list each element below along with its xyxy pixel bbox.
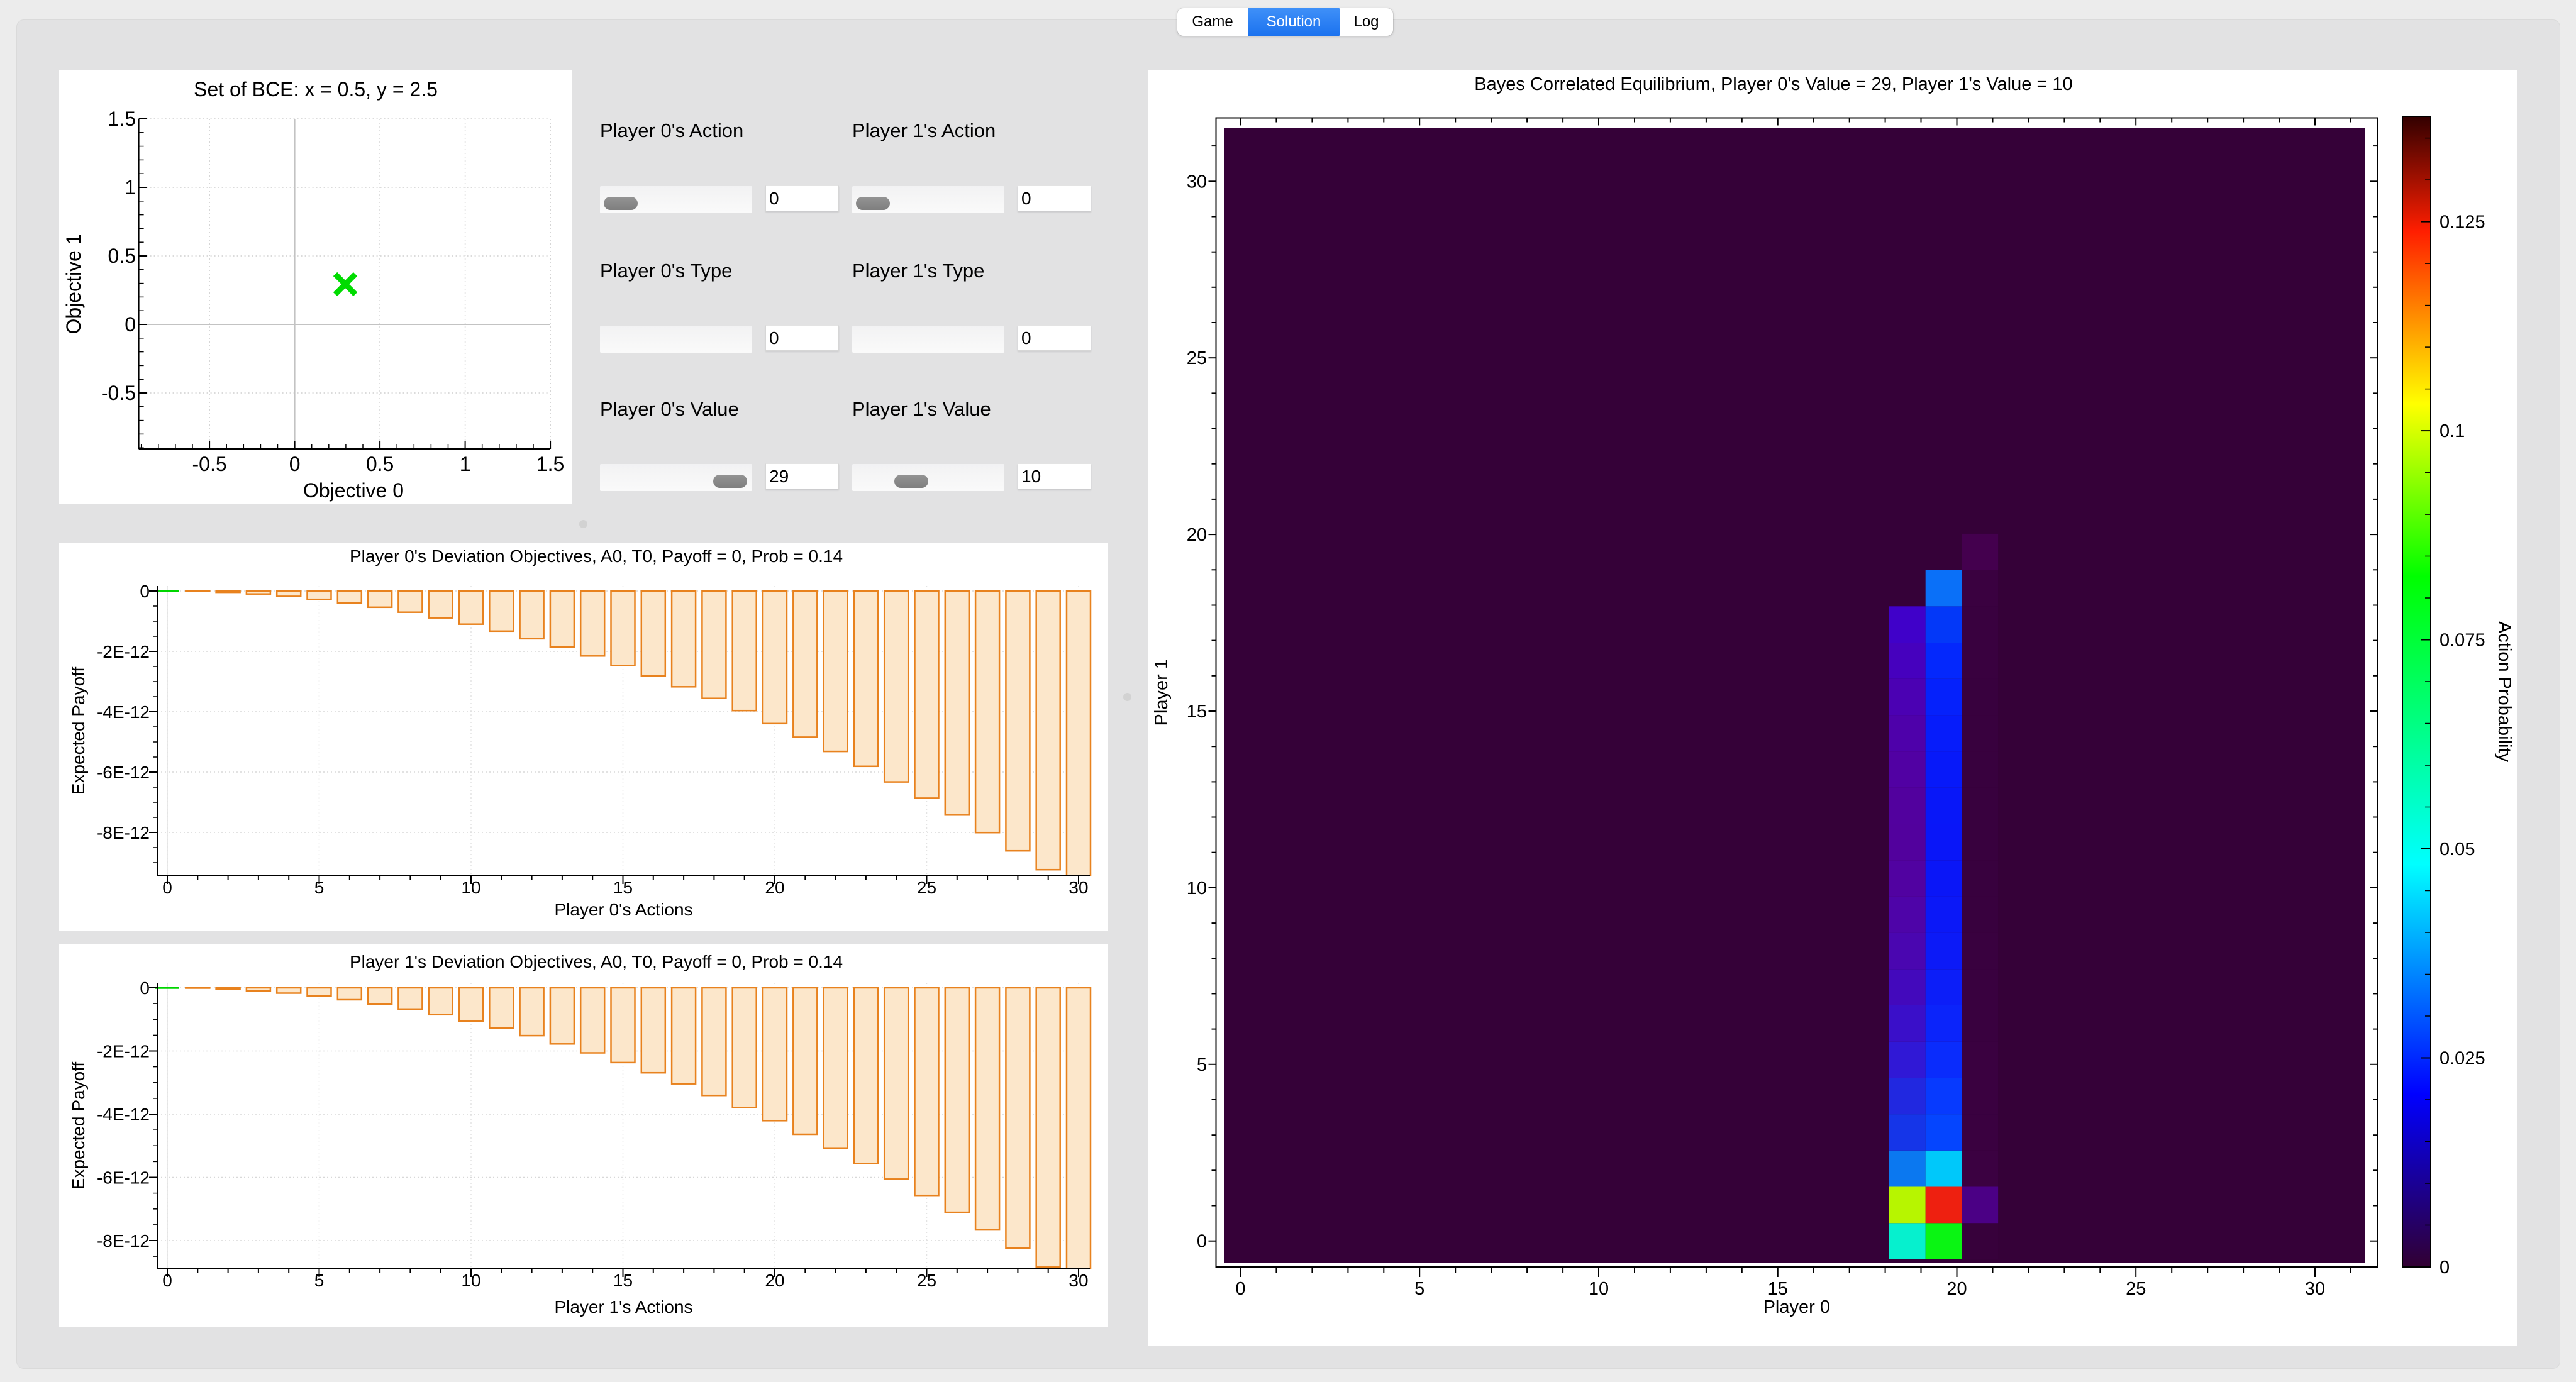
svg-text:0: 0 [289,453,301,475]
svg-text:10: 10 [461,878,480,897]
svg-text:Expected Payoff: Expected Payoff [69,1062,88,1190]
svg-text:15: 15 [1187,702,1207,722]
svg-text:1.5: 1.5 [108,108,136,130]
svg-text:20: 20 [765,878,784,897]
svg-text:0: 0 [2440,1258,2450,1278]
svg-text:-8E-12: -8E-12 [97,823,150,843]
svg-text:10: 10 [1589,1279,1609,1299]
svg-text:30: 30 [1187,172,1207,192]
svg-text:5: 5 [314,1271,325,1290]
svg-text:25: 25 [917,1271,936,1290]
svg-text:-6E-12: -6E-12 [97,763,150,782]
svg-text:-2E-12: -2E-12 [97,1042,150,1061]
svg-text:25: 25 [1187,348,1207,368]
svg-text:1: 1 [125,176,136,199]
svg-text:10: 10 [461,1271,480,1290]
svg-text:-0.5: -0.5 [101,382,136,404]
svg-text:Objective 1: Objective 1 [62,233,85,334]
svg-text:15: 15 [613,1271,633,1290]
svg-text:15: 15 [613,878,633,897]
svg-text:0: 0 [140,978,150,998]
svg-text:0.5: 0.5 [108,245,136,267]
svg-text:Player 1's Actions: Player 1's Actions [554,1297,692,1317]
svg-text:10: 10 [1187,878,1207,898]
svg-text:30: 30 [2305,1279,2325,1299]
svg-text:5: 5 [1414,1279,1424,1299]
svg-text:0.125: 0.125 [2440,213,2485,233]
svg-text:20: 20 [1187,525,1207,545]
svg-text:30: 30 [1069,878,1088,897]
svg-text:0: 0 [162,878,172,897]
svg-text:0: 0 [1197,1232,1207,1252]
svg-text:15: 15 [1768,1279,1788,1299]
svg-text:Action Probability: Action Probability [2494,621,2514,763]
svg-text:-6E-12: -6E-12 [97,1168,150,1188]
svg-text:-2E-12: -2E-12 [97,642,150,661]
svg-text:Player 0's Deviation Objective: Player 0's Deviation Objectives, A0, T0,… [350,546,843,566]
svg-text:0: 0 [1235,1279,1245,1299]
svg-text:Player 0's Actions: Player 0's Actions [554,900,692,919]
svg-text:0.1: 0.1 [2440,421,2465,441]
svg-text:Player 1's Deviation Objective: Player 1's Deviation Objectives, A0, T0,… [350,952,843,971]
svg-text:5: 5 [1197,1055,1207,1075]
svg-text:Player 0: Player 0 [1763,1297,1830,1317]
svg-text:1.5: 1.5 [536,453,564,475]
svg-text:1: 1 [460,453,471,475]
svg-text:25: 25 [2126,1279,2146,1299]
svg-text:-8E-12: -8E-12 [97,1231,150,1251]
svg-text:0: 0 [125,313,136,336]
svg-text:Player 1: Player 1 [1152,659,1172,726]
svg-text:5: 5 [314,878,325,897]
svg-text:Bayes Correlated Equilibrium,: Bayes Correlated Equilibrium, Player 0's… [1474,74,2072,94]
svg-text:0.025: 0.025 [2440,1049,2485,1069]
svg-text:0.5: 0.5 [366,453,394,475]
svg-text:0.05: 0.05 [2440,839,2475,860]
svg-text:Expected Payoff: Expected Payoff [69,667,88,795]
svg-text:20: 20 [1946,1279,1967,1299]
svg-text:0: 0 [140,582,150,601]
svg-text:20: 20 [765,1271,784,1290]
svg-text:0.075: 0.075 [2440,631,2485,651]
svg-text:Objective 0: Objective 0 [303,479,404,502]
svg-text:25: 25 [917,878,936,897]
svg-text:-4E-12: -4E-12 [97,702,150,722]
svg-text:Set of BCE: x = 0.5, y = 2.5: Set of BCE: x = 0.5, y = 2.5 [194,78,438,101]
svg-text:-4E-12: -4E-12 [97,1105,150,1124]
svg-text:-0.5: -0.5 [192,453,227,475]
svg-text:0: 0 [162,1271,172,1290]
svg-text:30: 30 [1069,1271,1088,1290]
